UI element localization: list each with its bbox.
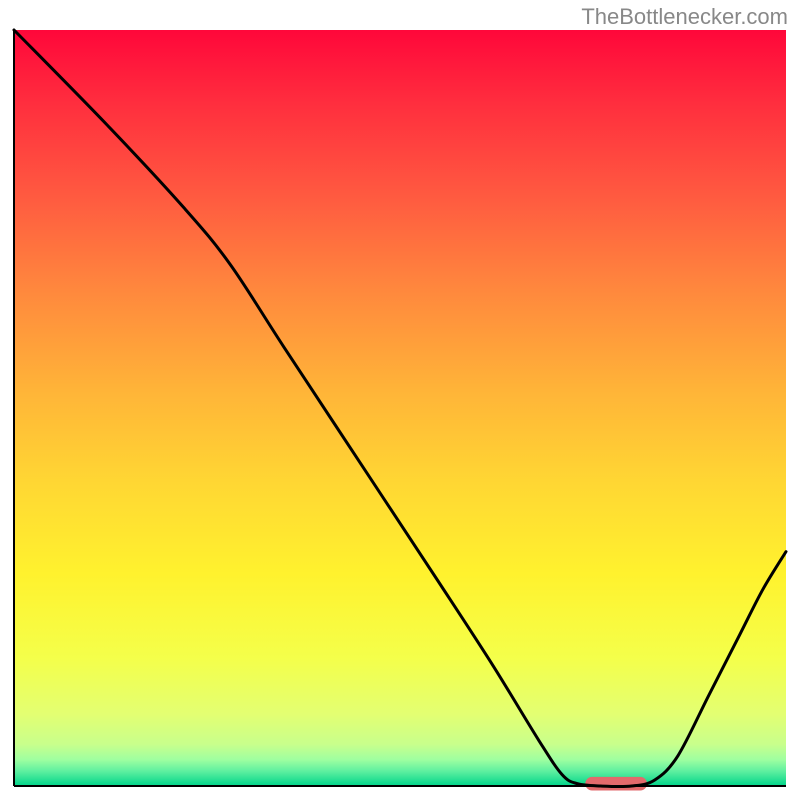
gradient-background [14,30,786,786]
indicator-bar [585,777,647,791]
watermark-text: TheBottlenecker.com [581,4,788,29]
